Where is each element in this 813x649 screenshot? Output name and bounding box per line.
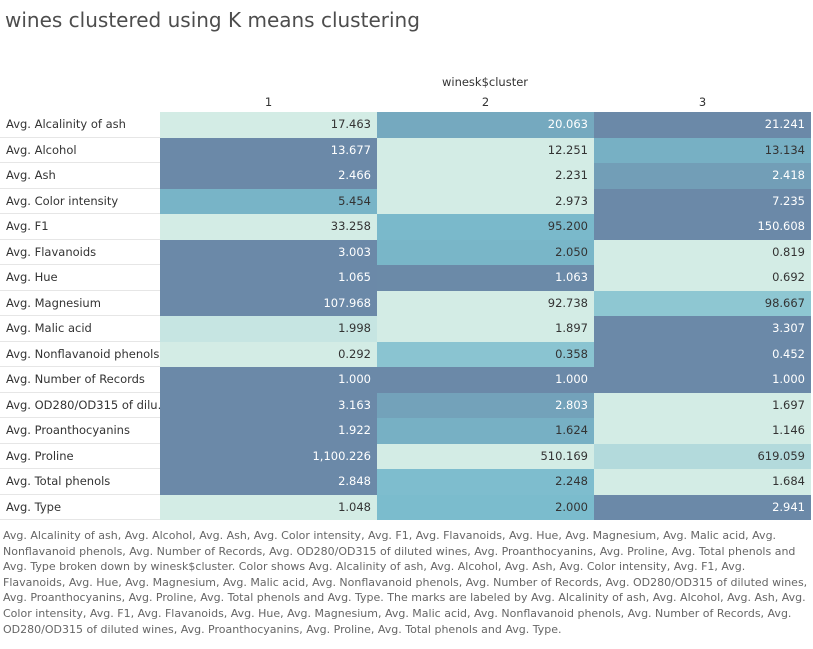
heatmap-cell: 3.003 bbox=[160, 239, 377, 265]
row-label: Avg. Color intensity bbox=[0, 189, 160, 214]
row-label: Avg. Malic acid bbox=[0, 316, 160, 342]
heatmap-cell: 1.063 bbox=[377, 265, 594, 291]
heatmap-cell: 5.454 bbox=[160, 188, 377, 214]
table-row: Avg. F1 33.258 95.200 150.608 bbox=[0, 214, 813, 240]
heatmap-cell: 150.608 bbox=[594, 214, 811, 240]
heatmap-cell: 2.418 bbox=[594, 163, 811, 189]
column-field-label: winesk$cluster bbox=[441, 75, 529, 89]
heatmap-cell: 1.146 bbox=[594, 418, 811, 444]
heatmap-cell: 17.463 bbox=[160, 112, 377, 138]
table-row: Avg. Alcalinity of ash 17.463 20.063 21.241 bbox=[0, 112, 813, 138]
heatmap-cell: 1.000 bbox=[160, 367, 377, 393]
row-label: Avg. F1 bbox=[0, 214, 160, 240]
heatmap-cell: 33.258 bbox=[160, 214, 377, 240]
heatmap-cell: 92.738 bbox=[377, 290, 594, 316]
heatmap-cell: 0.819 bbox=[594, 239, 811, 265]
table-row: Avg. Proanthocyanins 1.922 1.624 1.146 bbox=[0, 418, 813, 444]
heatmap-cell: 2.248 bbox=[377, 469, 594, 495]
heatmap-cell: 0.292 bbox=[160, 341, 377, 367]
heatmap-cell: 13.677 bbox=[160, 137, 377, 163]
row-label: Avg. Total phenols bbox=[0, 469, 160, 495]
row-label: Avg. Ash bbox=[0, 163, 160, 189]
column-header-3: 3 bbox=[698, 95, 707, 109]
table-row: Avg. Color intensity 5.454 2.973 7.235 bbox=[0, 188, 813, 214]
row-label: Avg. Alcohol bbox=[0, 138, 160, 163]
row-label: Avg. Number of Records bbox=[0, 367, 160, 393]
heatmap-cell: 1.000 bbox=[594, 367, 811, 393]
table-row: Avg. Flavanoids 3.003 2.050 0.819 bbox=[0, 239, 813, 265]
heatmap-cell: 2.973 bbox=[377, 188, 594, 214]
heatmap-cell: 1.048 bbox=[160, 494, 377, 520]
heatmap-cell: 619.059 bbox=[594, 443, 811, 469]
row-label: Avg. Flavanoids bbox=[0, 240, 160, 265]
row-label: Avg. OD280/OD315 of dilu.. bbox=[0, 393, 160, 418]
heatmap-cell: 1.998 bbox=[160, 316, 377, 342]
heatmap-cell: 2.050 bbox=[377, 239, 594, 265]
heatmap-cell: 107.968 bbox=[160, 290, 377, 316]
table-row: Avg. Proline 1,100.226 510.169 619.059 bbox=[0, 443, 813, 469]
heatmap-cell: 0.358 bbox=[377, 341, 594, 367]
table-row: Avg. Magnesium 107.968 92.738 98.667 bbox=[0, 290, 813, 316]
table-row: Avg. Ash 2.466 2.231 2.418 bbox=[0, 163, 813, 189]
column-headers: 1 2 3 bbox=[160, 95, 810, 111]
heatmap-cell: 21.241 bbox=[594, 112, 811, 138]
heatmap-cell: 0.452 bbox=[594, 341, 811, 367]
heatmap-cell: 13.134 bbox=[594, 137, 811, 163]
heatmap-cell: 1.065 bbox=[160, 265, 377, 291]
heatmap-cell: 510.169 bbox=[377, 443, 594, 469]
table-row: Avg. Total phenols 2.848 2.248 1.684 bbox=[0, 469, 813, 495]
table-row: Avg. Nonflavanoid phenols 0.292 0.358 0.452 bbox=[0, 341, 813, 367]
column-header-2: 2 bbox=[481, 95, 490, 109]
row-label: Avg. Proline bbox=[0, 444, 160, 469]
heatmap-cell: 2.231 bbox=[377, 163, 594, 189]
heatmap-cell: 2.803 bbox=[377, 392, 594, 418]
chart-title: wines clustered using K means clustering bbox=[5, 8, 420, 32]
heatmap-cell: 3.307 bbox=[594, 316, 811, 342]
heatmap-cell: 1.922 bbox=[160, 418, 377, 444]
heatmap-cell: 1,100.226 bbox=[160, 443, 377, 469]
heatmap-cell: 98.667 bbox=[594, 290, 811, 316]
table-row: Avg. OD280/OD315 of dilu.. 3.163 2.803 1.69… bbox=[0, 392, 813, 418]
heatmap-cell: 0.692 bbox=[594, 265, 811, 291]
column-header-1: 1 bbox=[264, 95, 273, 109]
row-label: Avg. Alcalinity of ash bbox=[0, 112, 160, 138]
table-row: Avg. Malic acid 1.998 1.897 3.307 bbox=[0, 316, 813, 342]
heatmap-cell: 1.684 bbox=[594, 469, 811, 495]
table-row: Avg. Hue 1.065 1.063 0.692 bbox=[0, 265, 813, 291]
heatmap-cell: 2.848 bbox=[160, 469, 377, 495]
table-row: Avg. Number of Records 1.000 1.000 1.000 bbox=[0, 367, 813, 393]
row-label: Avg. Type bbox=[0, 495, 160, 520]
heatmap-cell: 12.251 bbox=[377, 137, 594, 163]
heatmap-cell: 1.624 bbox=[377, 418, 594, 444]
table-row: Avg. Type 1.048 2.000 2.941 bbox=[0, 494, 813, 520]
heatmap-cell: 1.697 bbox=[594, 392, 811, 418]
chart-caption: Avg. Alcalinity of ash, Avg. Alcohol, Av… bbox=[3, 529, 808, 636]
heatmap-cell: 1.897 bbox=[377, 316, 594, 342]
heatmap-cell: 7.235 bbox=[594, 188, 811, 214]
heatmap-cell: 95.200 bbox=[377, 214, 594, 240]
heatmap-cell: 2.941 bbox=[594, 494, 811, 520]
row-label: Avg. Hue bbox=[0, 265, 160, 291]
table-row: Avg. Alcohol 13.677 12.251 13.134 bbox=[0, 137, 813, 163]
heatmap-cell: 1.000 bbox=[377, 367, 594, 393]
row-label: Avg. Proanthocyanins bbox=[0, 418, 160, 444]
row-label: Avg. Nonflavanoid phenols bbox=[0, 342, 160, 367]
heatmap-cell: 3.163 bbox=[160, 392, 377, 418]
heatmap-cell: 2.000 bbox=[377, 494, 594, 520]
heatmap-cell: 2.466 bbox=[160, 163, 377, 189]
heatmap-cell: 20.063 bbox=[377, 112, 594, 138]
row-label: Avg. Magnesium bbox=[0, 291, 160, 316]
